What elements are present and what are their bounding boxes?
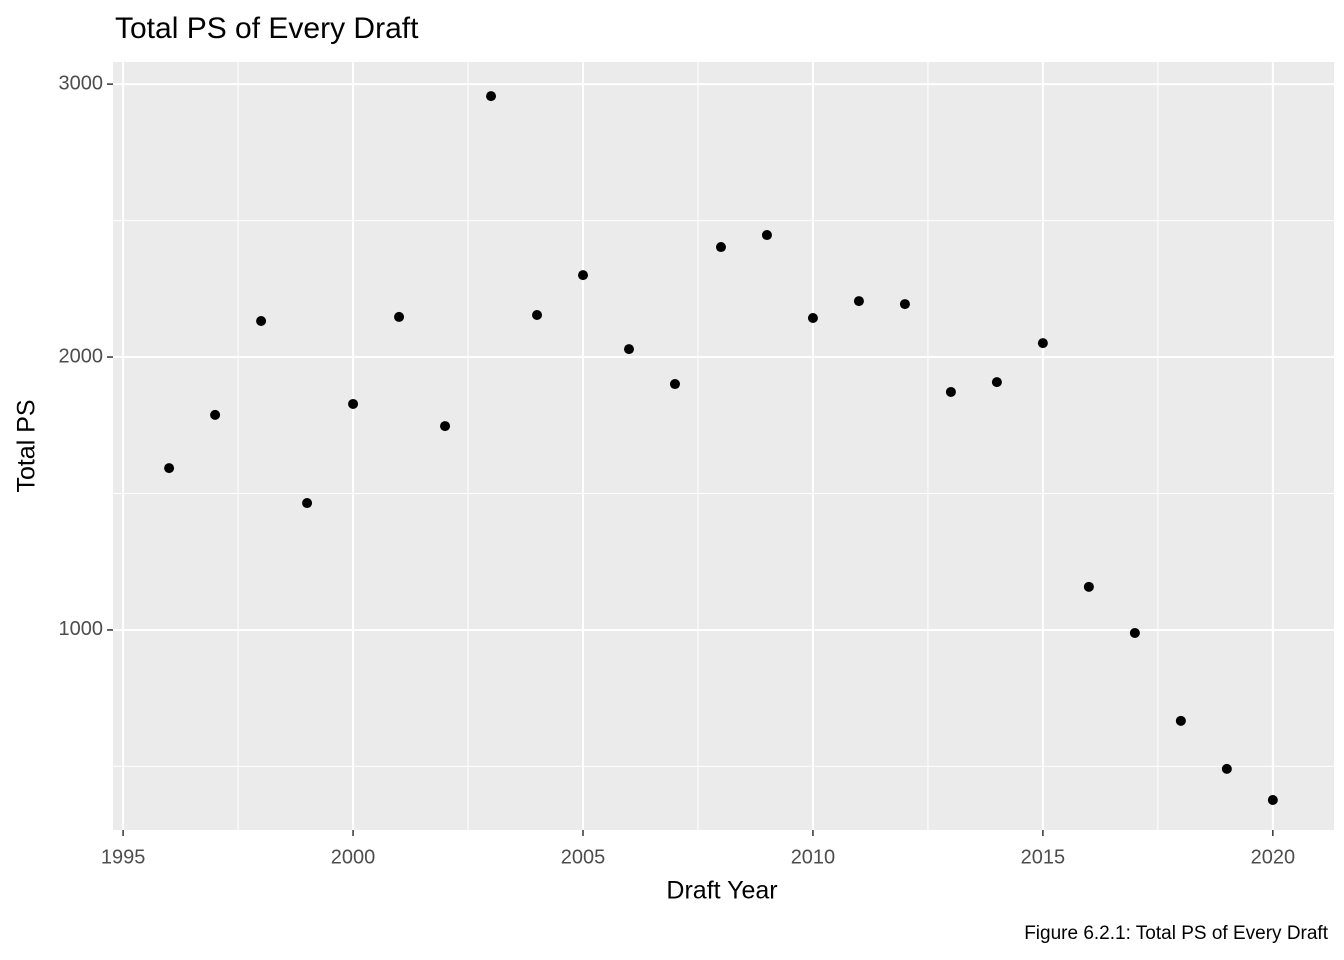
x-tick-label: 2000	[331, 846, 376, 868]
caption: Figure 6.2.1: Total PS of Every Draft	[1024, 923, 1329, 944]
y-axis-label: Total PS	[13, 399, 41, 492]
chart-title: Total PS of Every Draft	[115, 12, 419, 45]
point	[348, 398, 359, 409]
point	[578, 270, 589, 281]
point	[1221, 763, 1232, 774]
point	[853, 296, 864, 307]
point	[991, 377, 1002, 388]
x-tick-label: 2005	[561, 846, 606, 868]
x-tick-label: 2015	[1021, 846, 1066, 868]
point	[302, 498, 313, 509]
point	[899, 299, 910, 310]
x-tick-label: 1995	[101, 846, 146, 868]
point	[210, 409, 221, 420]
point	[1267, 794, 1278, 805]
point	[1175, 715, 1186, 726]
point	[394, 311, 405, 322]
point	[486, 91, 497, 102]
point	[164, 463, 175, 474]
point	[1037, 338, 1048, 349]
point	[1083, 581, 1094, 592]
point	[945, 386, 956, 397]
point	[761, 230, 772, 241]
x-axis-label: Draft Year	[666, 877, 777, 905]
point	[715, 242, 726, 253]
x-tick-label: 2020	[1251, 846, 1296, 868]
y-tick-label: 2000	[59, 345, 104, 367]
plot-panel	[113, 62, 1334, 830]
point	[623, 344, 634, 355]
y-tick-label: 1000	[59, 618, 104, 640]
point	[440, 421, 451, 432]
point	[1129, 627, 1140, 638]
point	[532, 309, 543, 320]
point	[807, 313, 818, 323]
point	[256, 316, 267, 327]
x-tick-label: 2010	[791, 846, 836, 868]
point	[669, 379, 680, 390]
y-tick-label: 3000	[59, 72, 104, 94]
